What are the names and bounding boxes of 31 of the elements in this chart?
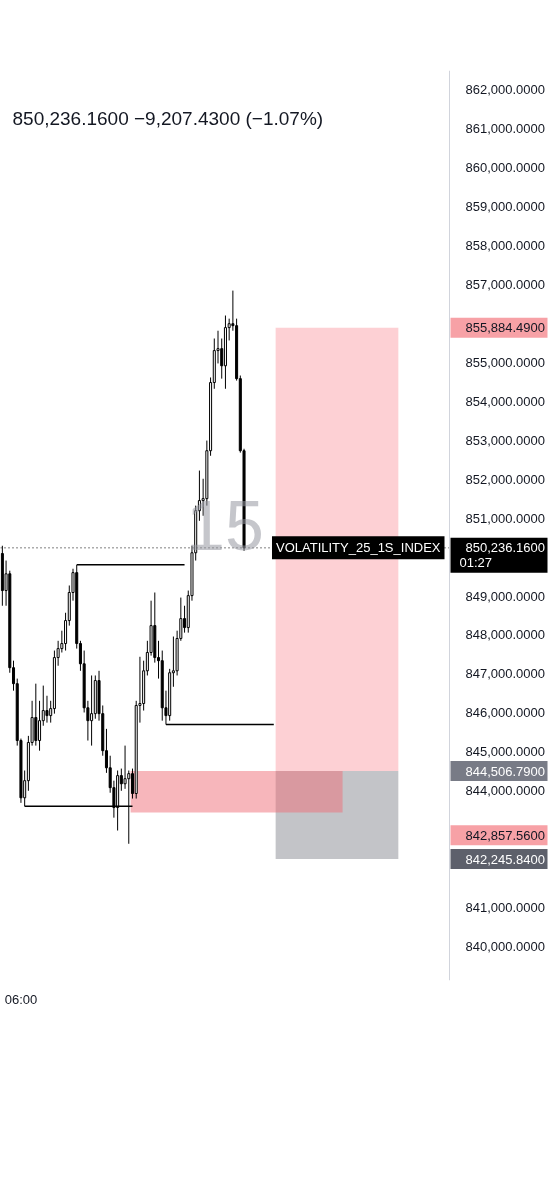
- y-tick-label: 853,000.0000: [465, 432, 546, 448]
- y-tick-label: 852,000.0000: [465, 471, 546, 487]
- y-tick-label: 857,000.0000: [465, 276, 546, 292]
- y-tick-label: 848,000.0000: [465, 627, 546, 643]
- annotation: 01:27: [459, 555, 493, 571]
- y-tick-label: 854,000.0000: [465, 393, 546, 409]
- y-tick-label: 845,000.0000: [465, 744, 546, 760]
- candlestick: [38, 700, 42, 752]
- text: 850,236.1600 −9,207.4300 (−1.07%): [12, 108, 324, 129]
- candlestick: [34, 683, 38, 747]
- y-tick-label: 849,000.0000: [465, 588, 546, 604]
- y-tick-label: 844,506.7900: [465, 763, 546, 779]
- y-tick-label: 847,000.0000: [465, 666, 546, 682]
- y-tick-label: 851,000.0000: [465, 510, 546, 526]
- y-tick-label: 846,000.0000: [465, 705, 546, 721]
- candlestick: [45, 695, 49, 724]
- y-tick-label: 842,245.8400: [465, 851, 546, 867]
- y-tick-label: 842,857.5600: [465, 827, 546, 843]
- y-tick-label: 862,000.0000: [465, 82, 546, 98]
- y-tick-label: 860,000.0000: [465, 160, 546, 175]
- y-tick-label: 840,000.0000: [465, 939, 546, 955]
- x-tick-label: 06:00: [4, 991, 38, 1007]
- y-tick-label: 855,000.0000: [465, 354, 546, 370]
- y-tick-label: 841,000.0000: [465, 900, 546, 916]
- y-tick-label: 855,884.4900: [465, 320, 546, 336]
- ref-line-label: VOLATILITY_25_1S_INDEX: [275, 540, 441, 556]
- y-tick-label: 861,000.0000: [465, 121, 546, 137]
- y-tick-label: 858,000.0000: [465, 237, 546, 253]
- y-tick-label: 850,236.1600: [465, 540, 546, 556]
- y-tick-label: 844,000.0000: [465, 783, 546, 799]
- y-tick-label: 859,000.0000: [465, 198, 546, 214]
